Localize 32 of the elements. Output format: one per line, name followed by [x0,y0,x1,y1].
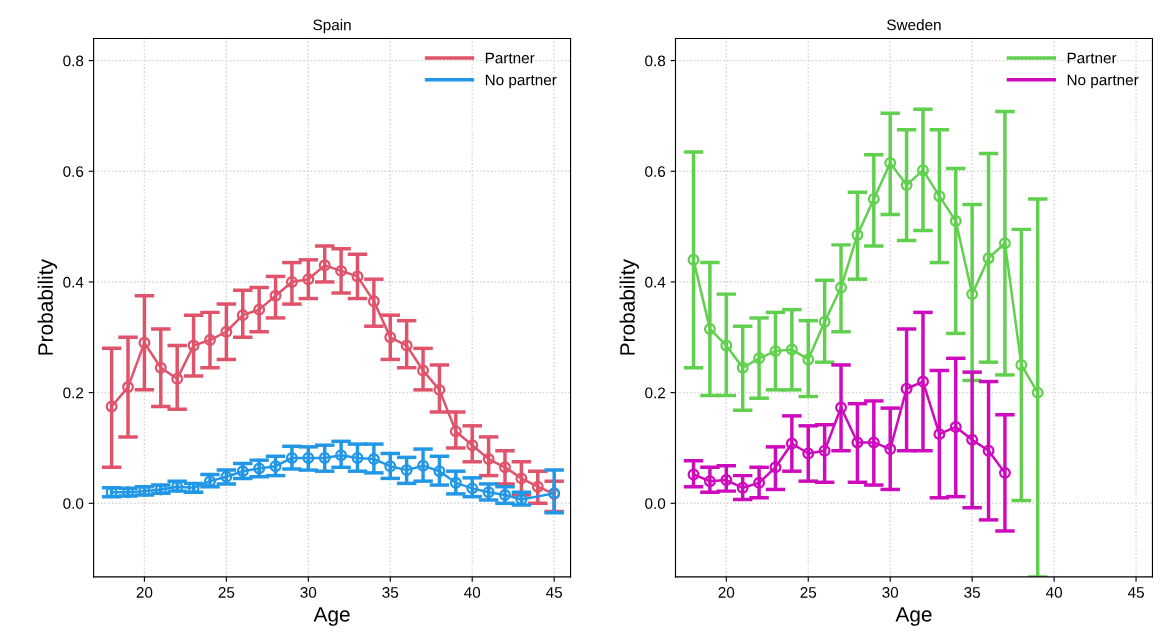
y-tick-label: 0.6 [63,166,84,177]
x-tick-label: 45 [546,587,563,598]
legend-label: Partner [485,52,535,64]
x-tick-label: 35 [382,587,399,598]
x-tick-label: 30 [300,587,317,598]
y-axis-title: Probability [619,259,639,355]
y-axis-title: Probability [37,259,58,355]
chart-title: Sweden [887,19,941,31]
y-tick-label: 0.6 [645,166,666,177]
x-tick-label: 40 [464,587,481,598]
x-tick-label: 30 [882,587,899,598]
x-tick-label: 45 [1127,587,1144,598]
y-tick-label: 0.0 [63,498,84,509]
chart-title: Spain [313,19,351,34]
legend-label: No partner [485,74,557,89]
legend-label: Partner [1067,52,1117,64]
y-tick-label: 0.0 [645,498,666,509]
y-tick-label: 0.8 [645,55,666,67]
x-tick-label: 35 [964,587,981,598]
x-axis-title: Age [313,607,350,626]
x-tick-label: 25 [800,587,817,598]
x-tick-label: 20 [136,587,153,598]
x-tick-label: 20 [718,587,735,598]
x-axis-title: Age [895,607,932,626]
y-tick-label: 0.4 [63,276,84,288]
y-tick-label: 0.2 [645,387,665,399]
x-tick-label: 40 [1045,587,1063,598]
y-tick-label: 0.2 [63,387,84,399]
y-tick-label: 0.4 [645,276,666,288]
x-tick-label: 25 [218,587,235,598]
legend-label: No partner [1067,74,1139,89]
y-tick-label: 0.8 [63,55,84,67]
